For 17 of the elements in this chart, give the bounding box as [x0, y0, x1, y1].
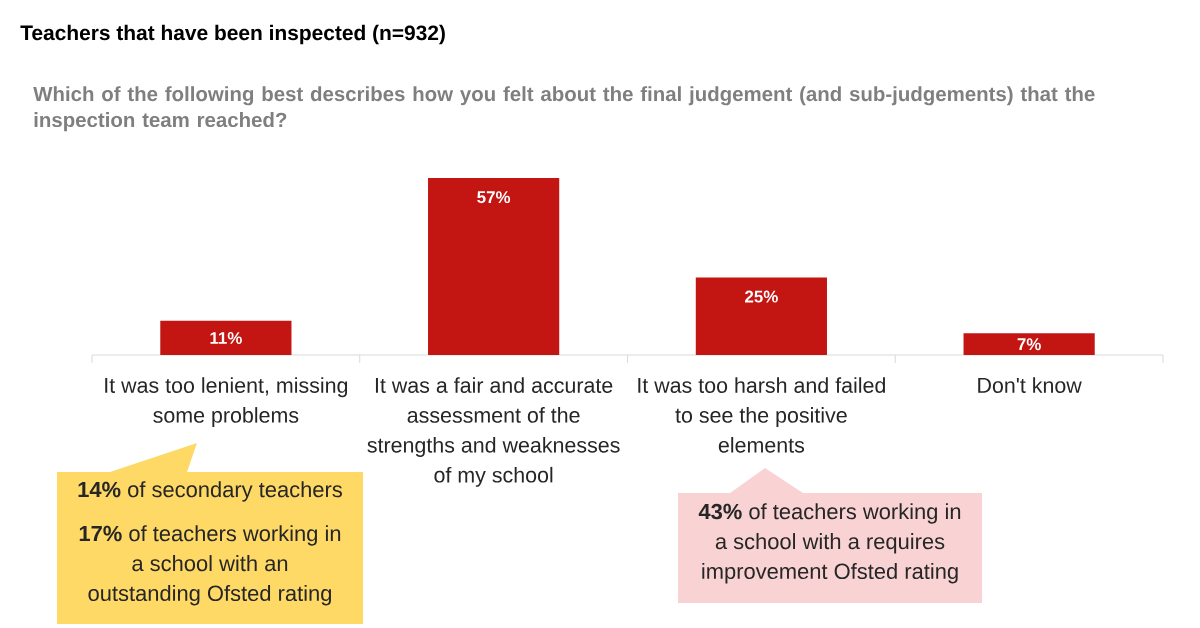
- bar: [160, 320, 292, 356]
- x-tick-label: It was too harsh and failed to see the positive elements: [638, 377, 885, 453]
- bar: [695, 277, 827, 356]
- data-label: 7%: [1017, 338, 1041, 351]
- bar: [963, 333, 1095, 356]
- data-label: 25%: [745, 290, 778, 303]
- chart-title: Teachers that have been inspected (n=932): [20, 24, 445, 45]
- x-tick-label: Don't know: [978, 377, 1082, 393]
- x-tick-label: It was too lenient, missing some problems: [105, 377, 348, 428]
- text: 17% of teachers working in a school with an outstanding Ofsted rating: [79, 525, 341, 606]
- bar: [428, 178, 560, 356]
- text: 43% of teachers working in a school with a requires improvement Ofsted rating: [698, 503, 961, 584]
- chart-subtitle: Which of the following best describes how you felt about the final judgement (and sub-judgements) that the inspection team reached?: [33, 86, 1095, 132]
- text: 14% of secondary teachers: [78, 481, 342, 502]
- data-label: 11%: [210, 332, 242, 344]
- data-label: 57%: [477, 191, 511, 204]
- x-tick-label: It was a fair and accurate assessment of the strengths and weaknesses of my school: [367, 377, 620, 487]
